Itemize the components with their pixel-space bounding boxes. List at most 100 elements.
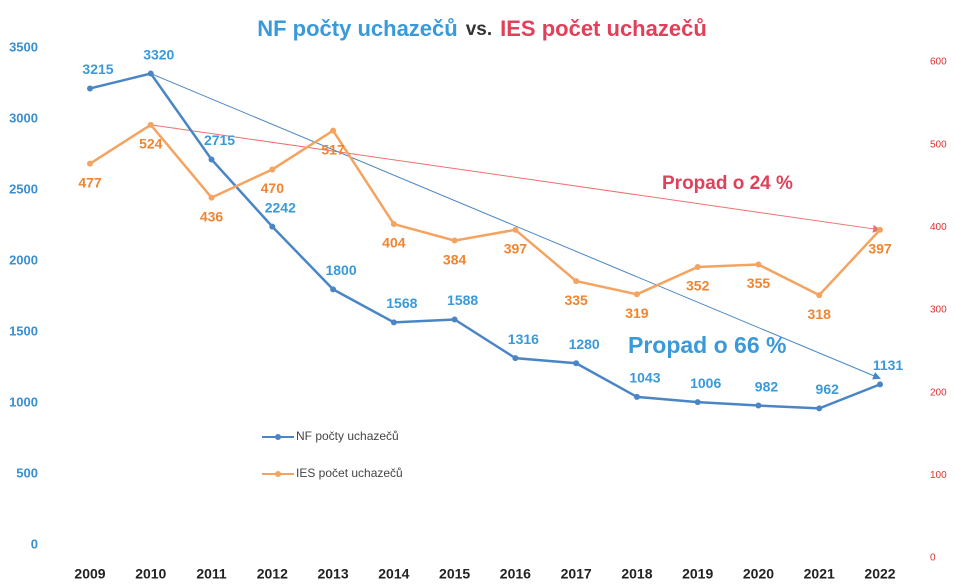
data-point [269, 223, 276, 230]
data-point [451, 237, 458, 244]
data-label: 404 [382, 235, 406, 251]
x-tick-label: 2013 [317, 566, 348, 582]
data-label: 335 [564, 292, 588, 308]
trend-arrow [150, 124, 881, 233]
x-tick-label: 2015 [439, 566, 470, 582]
data-point [390, 319, 397, 326]
x-tick-label: 2016 [500, 566, 531, 582]
y-tick-label: 3500 [9, 39, 38, 54]
data-point [694, 264, 701, 271]
legend-marker [275, 434, 281, 440]
data-label: 1568 [386, 295, 417, 311]
y2-tick-label: 500 [930, 139, 947, 150]
data-label: 3320 [143, 46, 174, 62]
x-tick-label: 2012 [257, 566, 288, 582]
chart-title: NF počty uchazečů vs. IES počet uchazečů [257, 16, 707, 41]
data-point [877, 381, 883, 388]
x-tick-label: 2019 [682, 566, 713, 582]
y-tick-label: 500 [16, 465, 38, 480]
data-label: 2242 [265, 199, 296, 215]
data-point [147, 121, 154, 128]
data-point [87, 85, 93, 92]
data-label: 1800 [325, 262, 356, 278]
data-point [87, 160, 93, 167]
data-point [877, 226, 883, 233]
x-tick-label: 2018 [621, 566, 652, 582]
y-tick-label: 3000 [9, 110, 38, 125]
data-label: 319 [625, 305, 649, 321]
data-point [390, 221, 397, 228]
series-line [89, 123, 881, 297]
data-label: 397 [504, 241, 528, 257]
data-point [816, 405, 823, 412]
x-tick-label: 2014 [378, 566, 409, 582]
data-label: 355 [747, 275, 771, 291]
data-label: 1588 [447, 292, 478, 308]
title-part: vs. [466, 19, 492, 40]
data-label: 352 [686, 278, 710, 294]
data-point [147, 70, 154, 77]
data-point [512, 355, 519, 362]
data-label: 962 [816, 381, 840, 397]
data-label: 384 [443, 251, 467, 267]
data-point [208, 156, 215, 163]
data-point [633, 393, 640, 400]
annotation: Propad o 66 % [628, 332, 786, 358]
data-point [269, 166, 276, 173]
data-point [451, 316, 458, 323]
y-tick-label: 2500 [9, 181, 38, 196]
data-point [330, 127, 337, 134]
title-part: IES počet uchazečů [500, 16, 707, 41]
data-label: 1043 [629, 370, 660, 386]
y-tick-label: 2000 [9, 252, 38, 267]
y-tick-label: 0 [31, 536, 38, 551]
y2-tick-label: 200 [930, 387, 947, 398]
data-point [755, 261, 762, 268]
data-label: 517 [321, 141, 345, 157]
y2-tick-label: 400 [930, 222, 947, 233]
data-point [512, 226, 519, 233]
title-part: NF počty uchazečů [257, 16, 457, 41]
data-label: 470 [261, 180, 285, 196]
data-label: 524 [139, 136, 163, 152]
data-label: 318 [808, 306, 832, 322]
legend-label: NF počty uchazečů [296, 429, 399, 443]
x-tick-label: 2017 [561, 566, 592, 582]
data-point [816, 292, 823, 299]
y2-tick-label: 100 [930, 470, 947, 481]
y-tick-label: 1500 [9, 323, 38, 338]
data-label: 982 [755, 378, 779, 394]
data-point [573, 278, 580, 285]
data-point [208, 194, 215, 201]
legend-marker [275, 471, 281, 477]
data-point [755, 402, 762, 409]
trend-arrow [150, 73, 881, 380]
legend-label: IES počet uchazečů [296, 466, 403, 480]
data-label: 1006 [690, 375, 721, 391]
data-label: 1316 [508, 331, 539, 347]
x-tick-label: 2010 [135, 566, 166, 582]
data-point [694, 399, 701, 406]
annotation: Propad o 24 % [662, 173, 793, 194]
x-tick-label: 2020 [743, 566, 774, 582]
x-tick-label: 2022 [864, 566, 895, 582]
data-label: 436 [200, 208, 224, 224]
series-line [89, 72, 881, 410]
data-label: 1280 [569, 336, 600, 352]
data-label: 2715 [204, 132, 235, 148]
data-point [573, 360, 580, 367]
x-tick-label: 2011 [196, 566, 227, 582]
y2-tick-label: 600 [930, 57, 947, 68]
data-label: 1131 [873, 357, 904, 373]
data-label: 3215 [82, 61, 113, 77]
y-tick-label: 1000 [9, 394, 38, 409]
data-point [633, 291, 640, 298]
y2-tick-label: 0 [930, 553, 936, 564]
x-tick-label: 2009 [74, 566, 105, 582]
y2-tick-label: 300 [930, 305, 947, 316]
data-label: 397 [868, 241, 892, 257]
x-tick-label: 2021 [804, 566, 835, 582]
data-label: 477 [78, 174, 102, 190]
data-point [330, 286, 337, 293]
